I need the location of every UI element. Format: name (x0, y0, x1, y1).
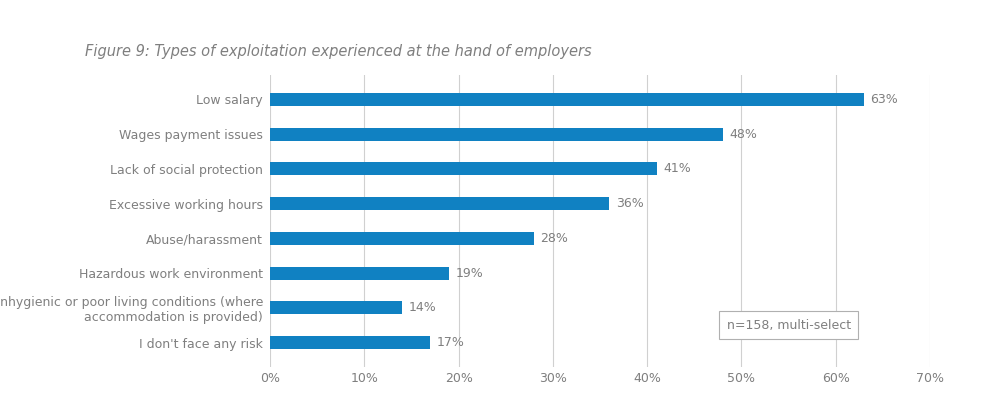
Text: 17%: 17% (437, 336, 465, 349)
Text: n=158, multi-select: n=158, multi-select (727, 319, 851, 332)
Text: Figure 9: Types of exploitation experienced at the hand of employers: Figure 9: Types of exploitation experien… (85, 44, 592, 59)
Text: 41%: 41% (663, 162, 691, 176)
Bar (270, 232, 534, 245)
Bar (270, 301, 402, 314)
Bar (270, 93, 864, 106)
Bar (270, 128, 723, 141)
Text: 19%: 19% (456, 266, 483, 280)
Text: 36%: 36% (616, 197, 644, 210)
Bar (270, 266, 449, 280)
Text: 28%: 28% (541, 232, 568, 245)
Text: 14%: 14% (409, 301, 436, 314)
Bar (270, 336, 430, 349)
Bar (270, 162, 657, 176)
Text: 63%: 63% (871, 93, 898, 106)
Bar (270, 197, 609, 210)
Text: 48%: 48% (729, 128, 757, 141)
